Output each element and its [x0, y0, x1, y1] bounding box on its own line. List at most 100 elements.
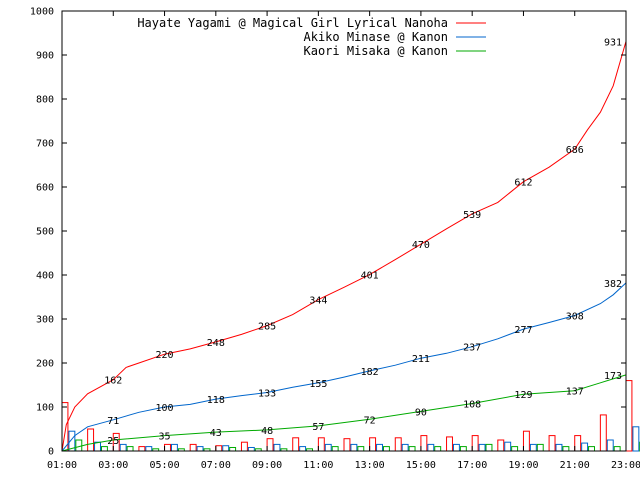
data-label: 129	[514, 390, 532, 401]
hourly-bar	[344, 439, 350, 451]
hourly-bar	[120, 444, 126, 451]
data-label: 90	[415, 407, 427, 418]
data-label: 162	[104, 376, 122, 387]
hourly-bar	[498, 440, 504, 451]
x-tick-label: 03:00	[98, 460, 128, 471]
hourly-bar	[216, 446, 222, 451]
hourly-bar	[267, 439, 273, 451]
x-tick-label: 11:00	[303, 460, 333, 471]
data-label: 931	[604, 37, 622, 48]
data-label: 277	[514, 325, 532, 336]
hourly-bar	[523, 431, 529, 451]
hourly-bar	[607, 440, 613, 451]
hourly-bar	[512, 447, 518, 451]
data-label: 118	[207, 395, 225, 406]
hourly-bar	[165, 444, 171, 451]
data-label: 285	[258, 322, 276, 333]
hourly-bar	[223, 446, 229, 451]
x-tick-label: 09:00	[252, 460, 282, 471]
hourly-bar	[300, 447, 306, 451]
hourly-bar	[248, 447, 254, 451]
hourly-bar	[428, 444, 434, 451]
data-label: 100	[156, 403, 174, 414]
hourly-bar	[241, 442, 247, 451]
x-tick-label: 01:00	[47, 460, 77, 471]
data-label: 308	[566, 311, 584, 322]
hourly-bar	[383, 447, 389, 451]
hourly-bar	[486, 444, 492, 451]
hourly-bar	[139, 447, 145, 451]
data-label: 155	[309, 379, 327, 390]
hourly-bar	[325, 444, 331, 451]
data-label: 182	[361, 367, 379, 378]
x-tick-label: 23:00	[611, 460, 640, 471]
data-label: 35	[159, 432, 171, 443]
hourly-bar	[600, 415, 606, 451]
data-label: 43	[210, 428, 222, 439]
series-line	[62, 283, 626, 451]
hourly-bar	[101, 447, 107, 451]
hourly-bar	[76, 440, 82, 451]
y-tick-label: 0	[48, 447, 54, 458]
hourly-bar	[447, 437, 453, 451]
hourly-bar	[626, 381, 632, 451]
hourly-bar	[190, 444, 196, 451]
hourly-bar	[370, 438, 376, 451]
y-tick-label: 900	[36, 51, 54, 62]
data-label: 133	[258, 388, 276, 399]
y-tick-label: 600	[36, 183, 54, 194]
data-label: 48	[261, 426, 273, 437]
plot-frame	[62, 11, 626, 451]
hourly-bar	[435, 447, 441, 451]
hourly-bar	[589, 447, 595, 451]
data-label: 539	[463, 210, 481, 221]
hourly-bar	[563, 447, 569, 451]
y-tick-label: 400	[36, 271, 54, 282]
data-label: 612	[514, 178, 532, 189]
series-line	[62, 41, 626, 451]
hourly-bar	[472, 436, 478, 451]
x-tick-label: 05:00	[149, 460, 179, 471]
legend-label: Akiko Minase @ Kanon	[304, 30, 449, 44]
data-label: 211	[412, 354, 430, 365]
hourly-bar	[318, 438, 324, 451]
hourly-bar	[556, 444, 562, 451]
hourly-bar	[421, 436, 427, 451]
data-label: 382	[604, 279, 622, 290]
hourly-bar	[582, 443, 588, 451]
hourly-bar	[377, 444, 383, 451]
hourly-bar	[146, 447, 152, 451]
hourly-bar	[230, 447, 236, 451]
hourly-bar	[332, 447, 338, 451]
hourly-bar	[614, 447, 620, 451]
hourly-bar	[530, 444, 536, 451]
data-label: 108	[463, 399, 481, 410]
hourly-bar	[293, 438, 299, 451]
hourly-bar	[274, 444, 280, 451]
legend-label: Hayate Yagami @ Magical Girl Lyrical Nan…	[137, 16, 448, 30]
x-tick-label: 21:00	[560, 460, 590, 471]
y-tick-label: 800	[36, 95, 54, 106]
hourly-bar	[171, 444, 177, 451]
hourly-bar	[409, 447, 415, 451]
series-lines	[62, 41, 626, 451]
hourly-bar	[633, 427, 639, 451]
y-tick-label: 100	[36, 403, 54, 414]
data-label: 344	[309, 296, 327, 307]
hourly-bar	[575, 436, 581, 451]
data-label: 220	[156, 350, 174, 361]
hourly-bar	[88, 429, 94, 451]
hourly-bar	[453, 444, 459, 451]
data-labels: 1622202482853444014705396126869317110011…	[104, 37, 622, 447]
data-label: 71	[107, 416, 119, 427]
x-tick-label: 15:00	[406, 460, 436, 471]
data-label: 57	[312, 422, 324, 433]
data-label: 248	[207, 338, 225, 349]
hourly-bar	[197, 447, 203, 451]
y-tick-label: 1000	[30, 7, 54, 18]
y-tick-label: 200	[36, 359, 54, 370]
hourly-bar	[505, 442, 511, 451]
y-tick-label: 700	[36, 139, 54, 150]
